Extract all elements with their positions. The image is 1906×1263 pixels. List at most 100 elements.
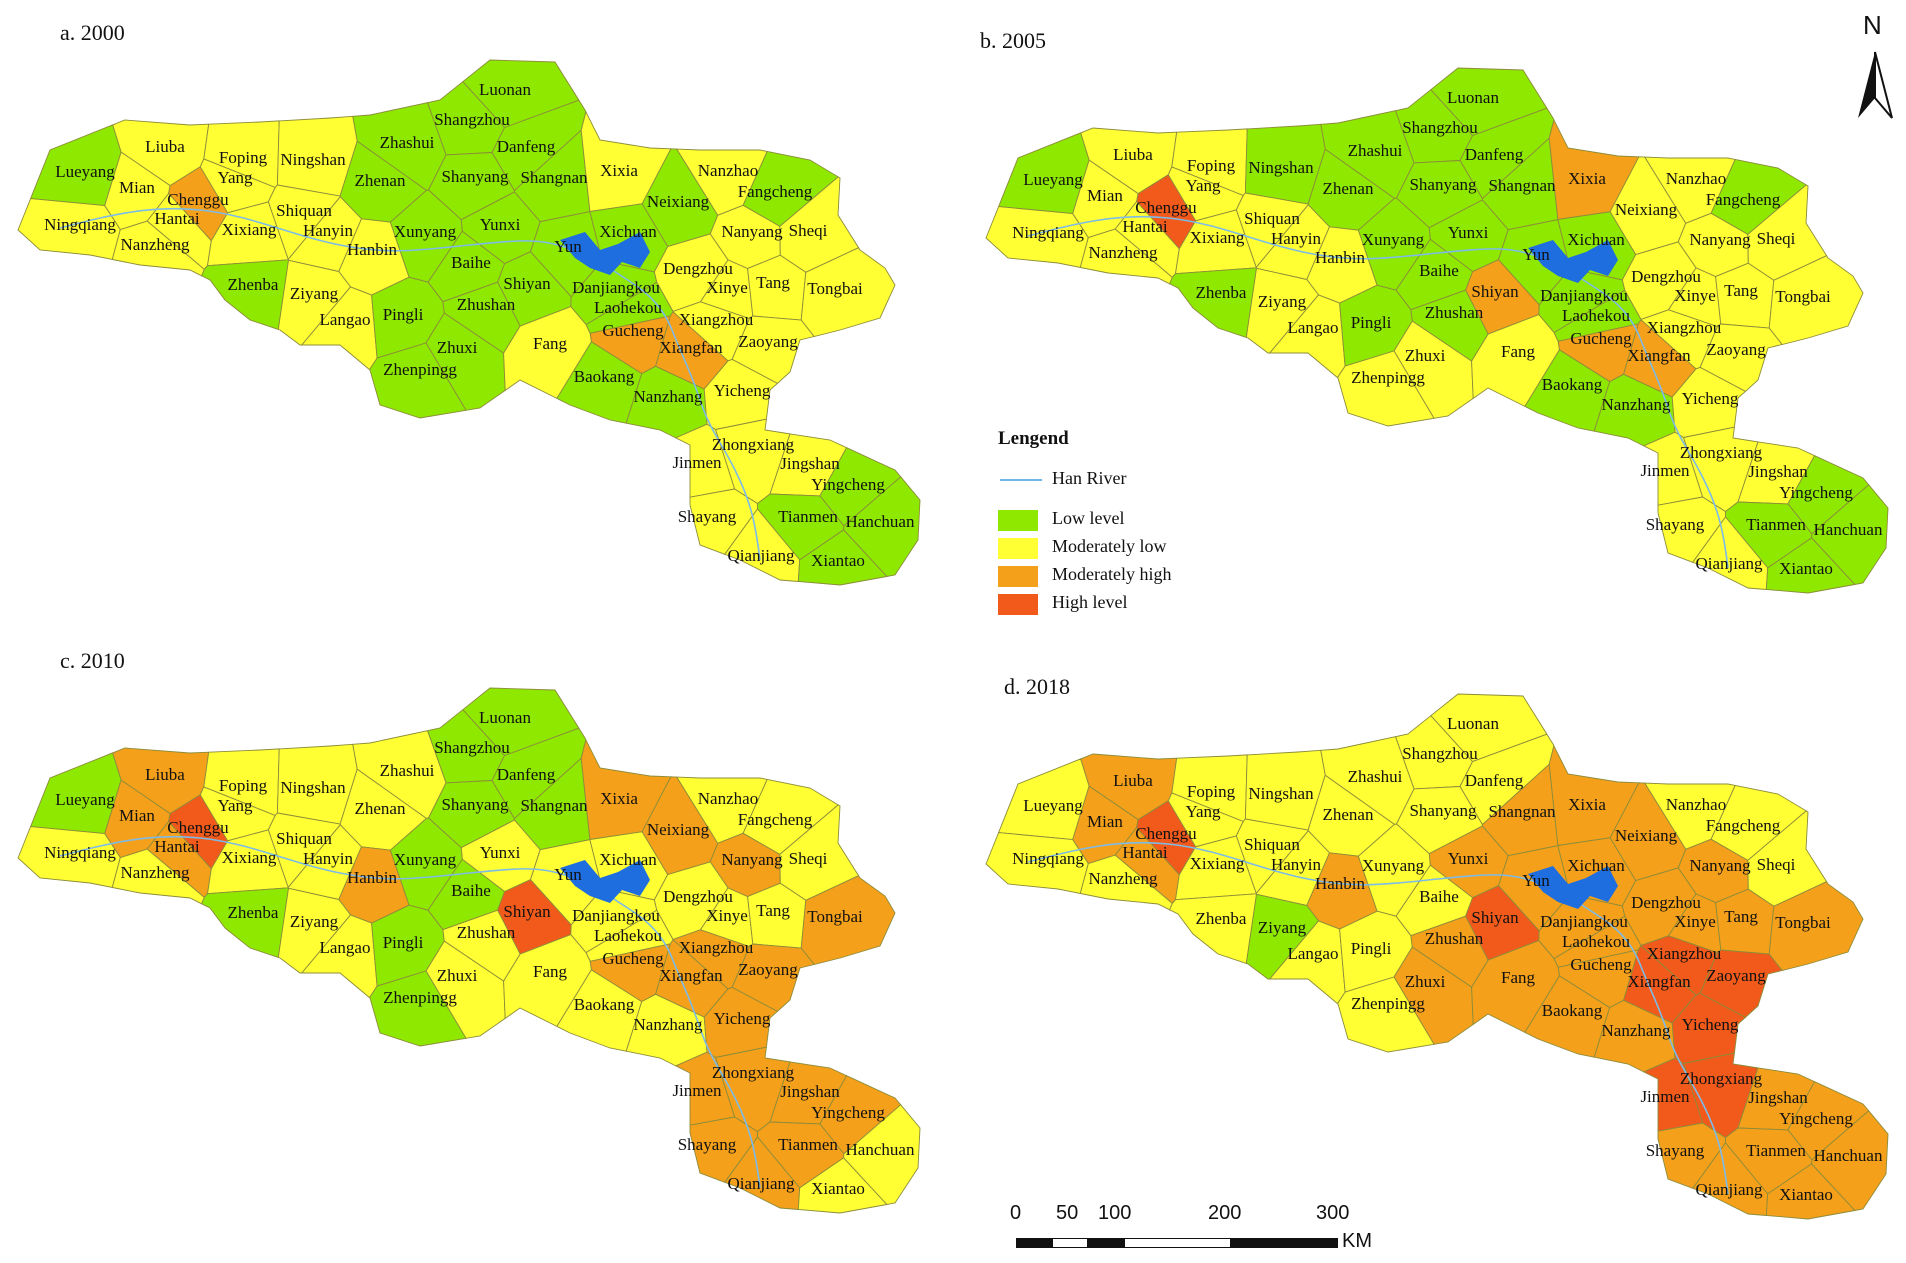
county-label-liuba: Liuba	[145, 765, 185, 784]
north-arrow-icon	[1858, 51, 1893, 119]
danjiangkou-reservoir	[560, 860, 650, 903]
county-region-zhenba	[1169, 267, 1257, 338]
county-label-xinye: Xinye	[706, 278, 748, 297]
county-region-jinmen	[1642, 431, 1704, 506]
legend-swatch	[998, 538, 1038, 559]
county-region-ziyang	[1245, 267, 1320, 354]
county-label-mian: Mian	[1087, 812, 1123, 831]
legend-swatch	[998, 594, 1038, 615]
county-label-xixia: Xixia	[600, 789, 638, 808]
county-label-ziyang: Ziyang	[1258, 292, 1307, 311]
legend-item-label: Low level	[1052, 508, 1125, 528]
county-label-ziyang: Ziyang	[1258, 918, 1307, 937]
county-label-zhongxiang: Zhongxiang	[712, 435, 795, 454]
county-label-yunxi: Yunxi	[1448, 223, 1489, 242]
county-label-baihe: Baihe	[451, 253, 491, 272]
county-label-shiyan: Shiyan	[1471, 282, 1519, 301]
county-label-lueyang: Lueyang	[55, 162, 115, 181]
county-label-xiangzhou: Xiangzhou	[679, 310, 754, 329]
legend-river-entry: Han River	[1000, 468, 1260, 492]
county-label-zhuxi: Zhuxi	[1405, 972, 1446, 991]
county-label-pingli: Pingli	[383, 305, 424, 324]
county-label-luonan: Luonan	[479, 708, 531, 727]
scale-unit: KM	[1342, 1230, 1372, 1252]
county-region-tongbai	[1768, 255, 1864, 346]
legend-river-label: Han River	[1052, 468, 1127, 488]
county-label-fangcheng: Fangcheng	[738, 182, 813, 201]
county-label-nanzhang: Nanzhang	[634, 1015, 703, 1034]
county-label-zaoyang: Zaoyang	[1706, 340, 1766, 359]
county-label-shanyang: Shanyang	[1409, 801, 1477, 820]
county-label-zhushan: Zhushan	[1425, 303, 1484, 322]
county-label-xixia: Xixia	[1568, 795, 1606, 814]
county-label-xiantao: Xiantao	[811, 1179, 865, 1198]
county-label-zhenan: Zhenan	[355, 171, 406, 190]
county-region-hanchuan	[843, 476, 921, 577]
county-label-zhushan: Zhushan	[1425, 929, 1484, 948]
county-label-hanbin: Hanbin	[347, 240, 398, 259]
county-region-fang	[1471, 314, 1560, 407]
county-label-gucheng: Gucheng	[1570, 329, 1632, 348]
county-region-nanzheng	[1079, 854, 1173, 911]
county-label-jingshan: Jingshan	[780, 1082, 840, 1101]
county-label-xixiang: Xixiang	[1190, 854, 1245, 873]
scale-segment	[1124, 1238, 1231, 1248]
county-label-zhashui: Zhashui	[1348, 141, 1403, 160]
county-label-xiantao: Xiantao	[811, 551, 865, 570]
scale-tick: 300	[1316, 1202, 1350, 1224]
county-region-fang	[503, 306, 592, 399]
scale-segment	[1231, 1238, 1338, 1248]
county-label-qianjiang: Qianjiang	[727, 546, 795, 565]
legend-item-label: Moderately high	[1052, 564, 1172, 584]
county-label-danfeng: Danfeng	[497, 765, 556, 784]
county-label-luonan: Luonan	[479, 80, 531, 99]
county-label-foping: Foping	[219, 776, 268, 795]
county-label-ningqiang: Ningqiang	[44, 843, 116, 862]
county-label-mian: Mian	[1087, 186, 1123, 205]
county-label-fang: Fang	[1501, 968, 1536, 987]
county-label-yun: Yun	[554, 865, 582, 884]
county-label-tongbai: Tongbai	[1775, 913, 1831, 932]
county-label-baihe: Baihe	[451, 881, 491, 900]
county-label-xixia: Xixia	[600, 161, 638, 180]
county-label-zhenba: Zhenba	[228, 903, 279, 922]
county-label-pingli: Pingli	[1351, 939, 1392, 958]
county-label-foping: Foping	[1187, 782, 1236, 801]
county-label-yicheng: Yicheng	[714, 381, 771, 400]
county-label-tongbai: Tongbai	[1775, 287, 1831, 306]
county-label-yun: Yun	[554, 237, 582, 256]
county-label-zhashui: Zhashui	[380, 133, 435, 152]
county-label-baokang: Baokang	[1542, 375, 1603, 394]
county-label-lueyang: Lueyang	[55, 790, 115, 809]
county-label-nanzhao: Nanzhao	[698, 161, 758, 180]
county-label-laohekou: Laohekou	[594, 298, 662, 317]
choropleth-map: Luonan Shangzhou Zhashui Danfeng Liuba Foping…	[17, 59, 921, 586]
county-label-pingli: Pingli	[1351, 313, 1392, 332]
county-label-ningshan: Ningshan	[1248, 158, 1314, 177]
map-panel-2005: b. 2005 Luonan Shangzhou Zhashui Danfeng Liu…	[980, 0, 1906, 630]
county-label-hanbin: Hanbin	[347, 868, 398, 887]
county-region-jinmen	[674, 1051, 736, 1126]
county-region-nanzheng	[1079, 228, 1173, 285]
choropleth-map: Luonan Shangzhou Zhashui Danfeng Liuba Foping…	[985, 67, 1889, 594]
county-label-yingcheng: Yingcheng	[811, 475, 885, 494]
map-layer: Luonan Shangzhou Zhashui Danfeng Liuba Foping…	[985, 67, 1889, 594]
county-label-qianjiang: Qianjiang	[1695, 1180, 1763, 1199]
county-label-fangcheng: Fangcheng	[1706, 816, 1781, 835]
county-label-fang: Fang	[1501, 342, 1536, 361]
county-label-langao: Langao	[320, 310, 371, 329]
county-label-nanzhao: Nanzhao	[698, 789, 758, 808]
county-label-tongbai: Tongbai	[807, 279, 863, 298]
county-label-danjiangkou: Danjiangkou	[572, 278, 660, 297]
county-label-nanzheng: Nanzheng	[1089, 869, 1158, 888]
county-label-sheqi: Sheqi	[1757, 229, 1796, 248]
county-label-nanzhang: Nanzhang	[1602, 1021, 1671, 1040]
choropleth-map: Luonan Shangzhou Zhashui Danfeng Liuba Foping…	[17, 687, 921, 1214]
county-label-shangzhou: Shangzhou	[1402, 744, 1478, 763]
county-label-xichuan: Xichuan	[1567, 856, 1625, 875]
county-label-qianjiang: Qianjiang	[727, 1174, 795, 1193]
danjiangkou-reservoir	[1528, 866, 1618, 909]
county-label-langao: Langao	[320, 938, 371, 957]
county-label-chenggu: Chenggu	[167, 818, 229, 837]
county-label-hantai: Hantai	[1122, 843, 1168, 862]
